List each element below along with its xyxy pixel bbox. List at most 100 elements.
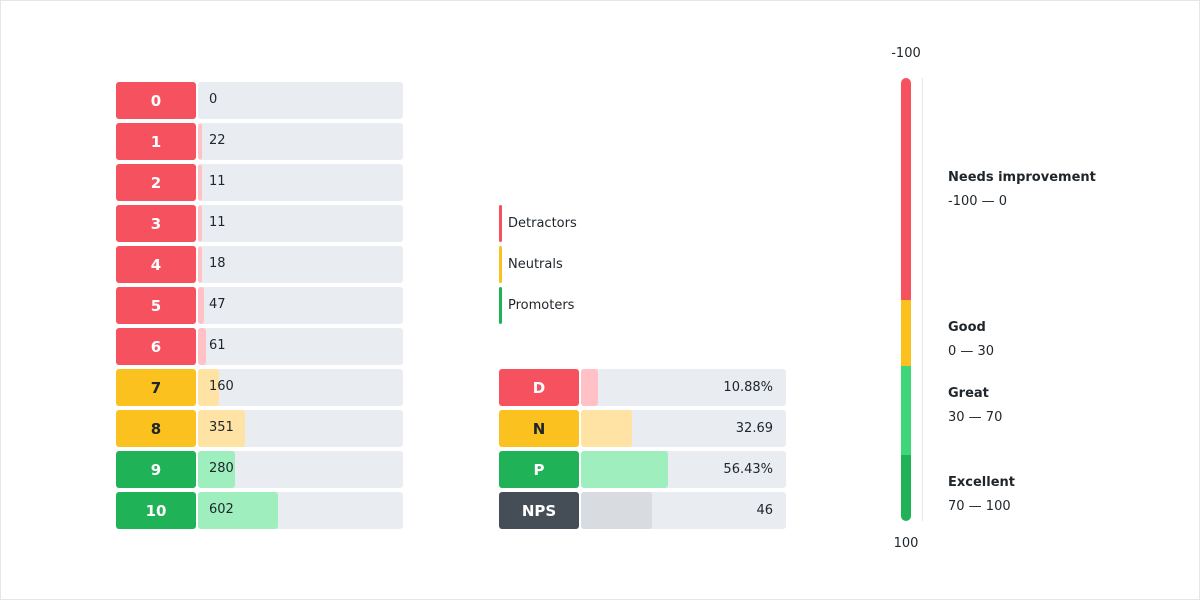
score-count: 61 [209, 338, 226, 353]
legend-swatch [499, 205, 502, 242]
score-count: 47 [209, 297, 226, 312]
zone-range: -100 — 0 [948, 194, 1008, 209]
score-row: 8 351 [116, 410, 403, 447]
score-count: 280 [209, 461, 234, 476]
score-bar [198, 328, 207, 365]
scale-segment [901, 299, 911, 366]
summary-track: 46 [581, 492, 786, 529]
score-track: 160 [198, 369, 403, 406]
scale-zone: Good 0 — 30 [948, 320, 994, 360]
score-row: 1 22 [116, 123, 403, 160]
score-count: 18 [209, 256, 226, 271]
zone-name: Excellent [948, 474, 1015, 490]
score-label: 7 [116, 369, 196, 406]
scale-zone: Great 30 — 70 [948, 386, 1002, 426]
score-count: 160 [209, 379, 234, 394]
score-count: 602 [209, 502, 234, 517]
scale-segment [901, 365, 911, 455]
summary-row: NPS 46 [499, 492, 786, 529]
zone-name: Great [948, 385, 989, 401]
score-track: 280 [198, 451, 403, 488]
scale-bottom-label: 100 [893, 536, 919, 551]
score-track: 18 [198, 246, 403, 283]
score-row: 10 602 [116, 492, 403, 529]
score-label: 9 [116, 451, 196, 488]
score-label: 1 [116, 123, 196, 160]
score-count: 11 [209, 215, 226, 230]
summary-bar [581, 451, 669, 488]
scale-top-label: -100 [891, 46, 921, 61]
score-label: 10 [116, 492, 196, 529]
score-row: 9 280 [116, 451, 403, 488]
summary-track: 32.69 [581, 410, 786, 447]
score-row: 6 61 [116, 328, 403, 365]
score-count: 351 [209, 420, 234, 435]
zone-name: Good [948, 319, 986, 335]
legend-label: Promoters [508, 298, 575, 313]
legend-label: Neutrals [508, 257, 563, 272]
score-bar [198, 287, 205, 324]
score-bar [198, 369, 220, 406]
score-row: 3 11 [116, 205, 403, 242]
score-track: 22 [198, 123, 403, 160]
score-bar [198, 492, 278, 529]
scale-segment [901, 454, 911, 521]
zone-range: 70 — 100 [948, 498, 1011, 514]
summary-label: N [499, 410, 579, 447]
scale-segment [901, 78, 911, 300]
score-track: 351 [198, 410, 403, 447]
score-track: 61 [198, 328, 403, 365]
summary-bar [581, 410, 632, 447]
score-bar [198, 246, 202, 283]
legend-swatch [499, 287, 502, 324]
score-row: 7 160 [116, 369, 403, 406]
summary-bar [581, 369, 598, 406]
zone-range: 30 — 70 [948, 409, 1003, 425]
score-bar [198, 123, 202, 160]
score-row: 2 11 [116, 164, 403, 201]
score-track: 11 [198, 205, 403, 242]
summary-track: 56.43% [581, 451, 786, 488]
score-count: 0 [209, 92, 218, 107]
score-row: 5 47 [116, 287, 403, 324]
score-label: 2 [116, 164, 196, 201]
legend-swatch [499, 246, 502, 283]
summary-row: D 10.88% [499, 369, 786, 406]
score-track: 602 [198, 492, 403, 529]
summary-bar [581, 492, 653, 529]
score-label: 5 [116, 287, 196, 324]
score-bar [198, 205, 202, 242]
summary-track: 10.88% [581, 369, 786, 406]
scale-zone: Excellent 70 — 100 [948, 475, 1015, 515]
score-label: 8 [116, 410, 196, 447]
legend-label: Detractors [508, 216, 577, 231]
score-track: 0 [198, 82, 403, 119]
score-count: 11 [209, 174, 226, 189]
score-track: 47 [198, 287, 403, 324]
summary-value: 32.69 [735, 421, 773, 436]
score-label: 4 [116, 246, 196, 283]
score-bar [198, 410, 245, 447]
summary-row: N 32.69 [499, 410, 786, 447]
summary-label: D [499, 369, 579, 406]
summary-value: 56.43% [723, 462, 773, 477]
score-track: 11 [198, 164, 403, 201]
scale-divider [922, 78, 923, 521]
zone-name: Needs improvement [948, 170, 1096, 185]
score-label: 6 [116, 328, 196, 365]
score-bar [198, 451, 236, 488]
scale-bar [901, 78, 911, 521]
zone-range: 0 — 30 [948, 343, 995, 359]
summary-label: P [499, 451, 579, 488]
score-count: 22 [209, 133, 226, 148]
score-row: 4 18 [116, 246, 403, 283]
summary-value: 10.88% [723, 380, 773, 395]
score-label: 3 [116, 205, 196, 242]
summary-label: NPS [499, 492, 579, 529]
scale-zone: Needs improvement -100 — 0 [948, 170, 1096, 210]
score-label: 0 [116, 82, 196, 119]
score-bar [198, 164, 202, 201]
summary-row: P 56.43% [499, 451, 786, 488]
summary-value: 46 [756, 503, 773, 518]
